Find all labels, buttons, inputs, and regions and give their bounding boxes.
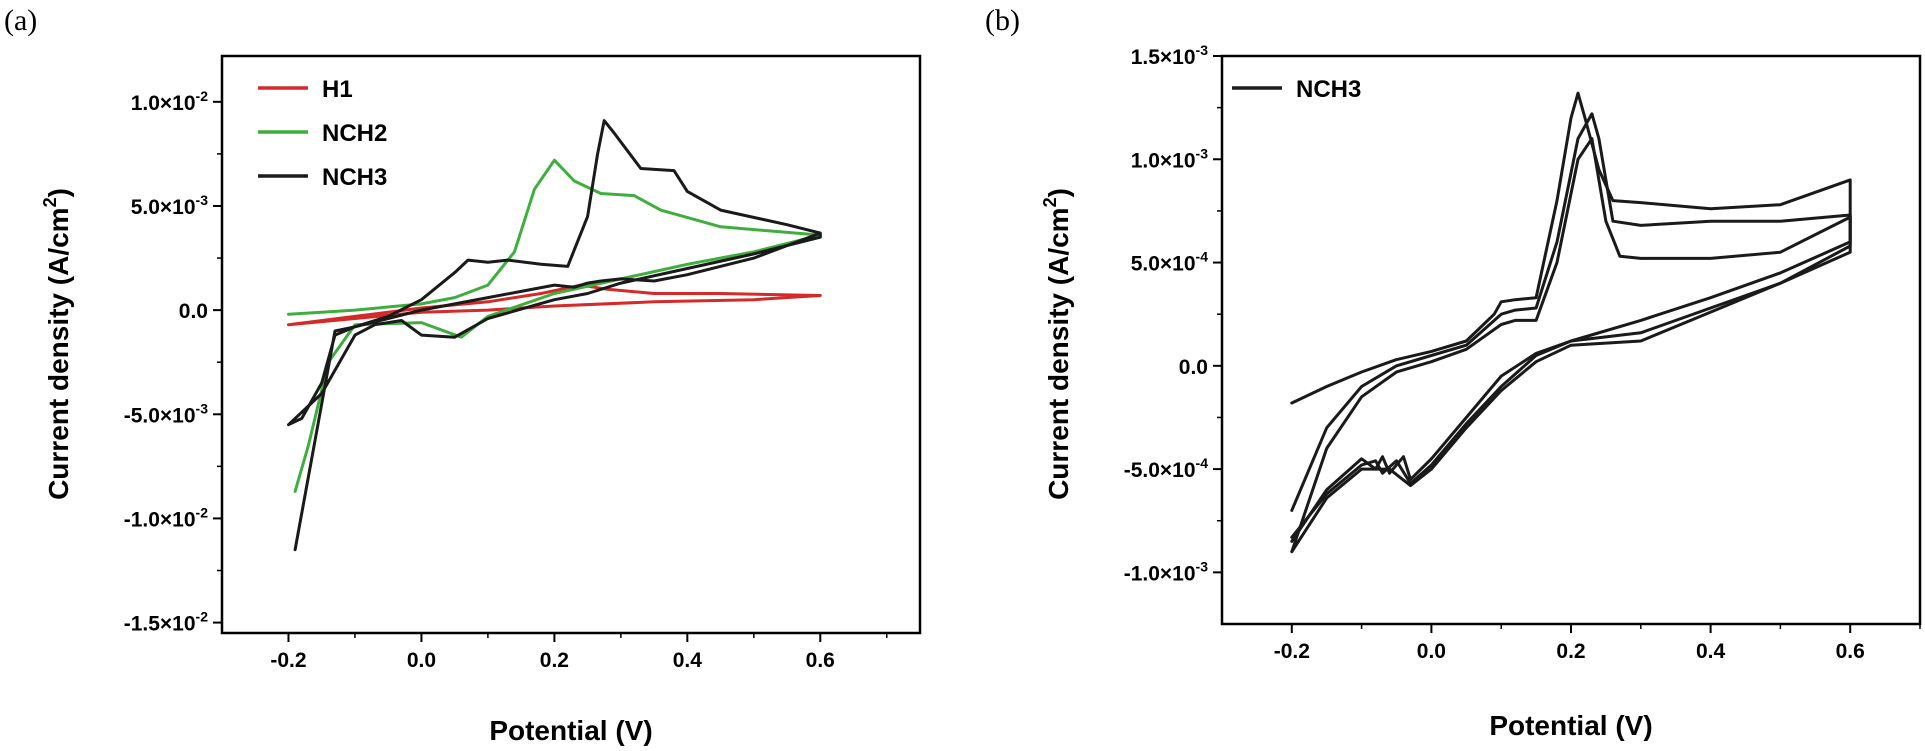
panel-a-series-line-0 bbox=[287, 283, 822, 327]
panel-a-series-line-2 bbox=[287, 119, 822, 552]
panel-b-legend-label: NCH3 bbox=[1296, 76, 1361, 103]
panel-b-legend: NCH3 bbox=[1232, 76, 1361, 103]
panel-b-y-tick-label: -5.0×10-4 bbox=[1124, 455, 1208, 482]
panel-a-legend-label: H1 bbox=[322, 76, 353, 103]
panel-a-legend-label: NCH2 bbox=[322, 120, 387, 147]
panel-b-x-ticks: -0.2 0.0 0.2 0.4 0.6 bbox=[1274, 624, 1921, 663]
panel-a-label: (a) bbox=[4, 4, 37, 37]
panel-b-x-tick-label: 0.2 bbox=[1556, 640, 1585, 663]
panel-b-x-tick-label: 0.6 bbox=[1836, 640, 1865, 663]
panel-a-y-axis-title-main: Current density (A/cm bbox=[43, 207, 74, 500]
panel-a-y-axis-title-sup: 2 bbox=[40, 197, 60, 207]
panel-a-x-tick-label: -0.2 bbox=[270, 649, 306, 672]
panel-a-y-ticks: 1.0×10-2 5.0×10-3 0.0 -5.0×10-3 -1.0×10-2 -1.… bbox=[124, 88, 222, 636]
panel-b-series-line-2 bbox=[1290, 137, 1852, 554]
panel-b-y-tick-label: 0.0 bbox=[1179, 356, 1208, 379]
panel-a-y-tick-label: 5.0×10-3 bbox=[131, 192, 208, 219]
panel-a-y-tick-label: -1.5×10-2 bbox=[124, 609, 208, 636]
panel-a-series-line-1 bbox=[287, 158, 822, 493]
panel-b-label: (b) bbox=[985, 4, 1020, 37]
panel-b-series-line-1 bbox=[1290, 112, 1852, 539]
panel-a-y-axis-title: Current density (A/cm2) bbox=[40, 188, 74, 500]
panel-b-x-tick-label: 0.4 bbox=[1696, 640, 1726, 663]
panel-a-y-tick-label: 1.0×10-2 bbox=[131, 88, 208, 115]
panel-b-y-tick-label: 1.5×10-3 bbox=[1131, 42, 1208, 69]
panel-a-x-tick-label: 0.6 bbox=[806, 649, 835, 672]
panel-a-x-tick-label: 0.4 bbox=[673, 649, 703, 672]
panel-b-y-tick-label: 5.0×10-4 bbox=[1131, 249, 1208, 276]
panel-b-y-axis-title-main: Current density (A/cm bbox=[1043, 207, 1074, 500]
panel-a-x-tick-label: 0.0 bbox=[407, 649, 436, 672]
panel-a-series bbox=[287, 119, 822, 552]
panel-a-y-axis-title-close: ) bbox=[43, 188, 74, 197]
panel-a-x-tick-label: 0.2 bbox=[540, 649, 569, 672]
panel-b-y-axis-title: Current density (A/cm2) bbox=[1040, 188, 1074, 500]
panel-b-y-tick-label: -1.0×10-3 bbox=[1124, 558, 1208, 585]
panel-b: (b) -0.2 0.0 0.2 0.4 0.6 1.5×10-3 1.0×10-3 5.0… bbox=[985, 4, 1922, 741]
panel-a-y-tick-label: 0.0 bbox=[179, 300, 208, 323]
panel-a-x-axis-title: Potential (V) bbox=[489, 715, 652, 746]
panel-b-x-tick-label: -0.2 bbox=[1274, 640, 1310, 663]
panel-a-y-tick-label: -1.0×10-2 bbox=[124, 504, 208, 531]
panel-b-y-axis-title-close: ) bbox=[1043, 188, 1074, 197]
panel-b-y-tick-label: 1.0×10-3 bbox=[1131, 145, 1208, 172]
panel-b-series-line-0 bbox=[1290, 91, 1852, 543]
panel-b-series bbox=[1290, 91, 1852, 554]
panel-a-x-ticks: -0.2 0.0 0.2 0.4 0.6 bbox=[270, 633, 888, 672]
panel-a-y-tick-label: -5.0×10-3 bbox=[124, 400, 208, 427]
panel-a-legend: H1 NCH2 NCH3 bbox=[258, 76, 387, 191]
panel-a-plot-frame bbox=[220, 54, 922, 635]
panel-a-legend-label: NCH3 bbox=[322, 164, 387, 191]
panel-b-x-tick-label: 0.0 bbox=[1417, 640, 1446, 663]
panel-b-y-ticks: 1.5×10-3 1.0×10-3 5.0×10-4 0.0 -5.0×10-4 -1.0… bbox=[1124, 42, 1222, 585]
panel-b-y-axis-title-sup: 2 bbox=[1040, 197, 1060, 207]
panel-a: (a) -0.2 0.0 0.2 0.4 0.6 1.0×10-2 5.0×10-3 0.0… bbox=[4, 4, 922, 746]
panel-b-x-axis-title: Potential (V) bbox=[1489, 710, 1652, 741]
